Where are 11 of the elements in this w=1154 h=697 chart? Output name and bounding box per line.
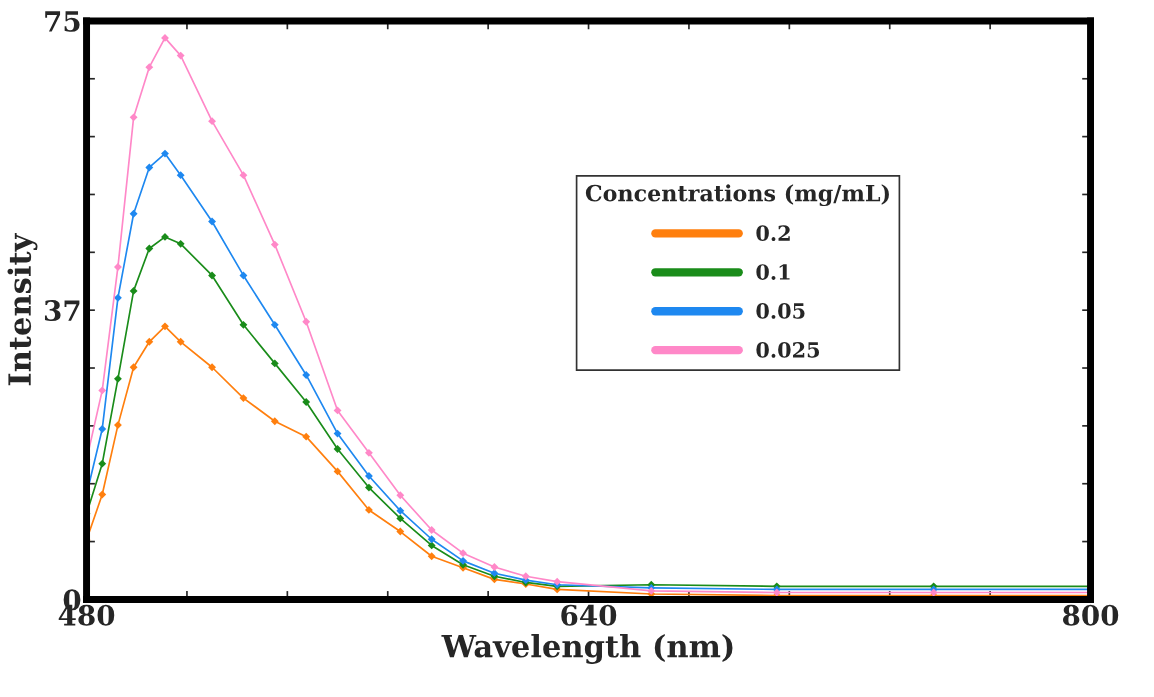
y-tick-label: 37 <box>44 300 80 322</box>
legend-label: 0.2 <box>756 225 790 241</box>
x-tick-label: 640 <box>561 604 617 626</box>
legend-label: 0.1 <box>756 264 790 280</box>
legend-title: Concentrations (mg/mL) <box>585 184 889 207</box>
x-tick-label: 800 <box>1062 604 1119 626</box>
legend-label: 0.025 <box>756 341 820 358</box>
y-axis-title: Intensity <box>7 232 38 386</box>
y-tick-label: 75 <box>45 11 80 32</box>
legend-label: 0.05 <box>756 303 805 319</box>
x-axis-title: Wavelength (nm) <box>441 633 733 664</box>
